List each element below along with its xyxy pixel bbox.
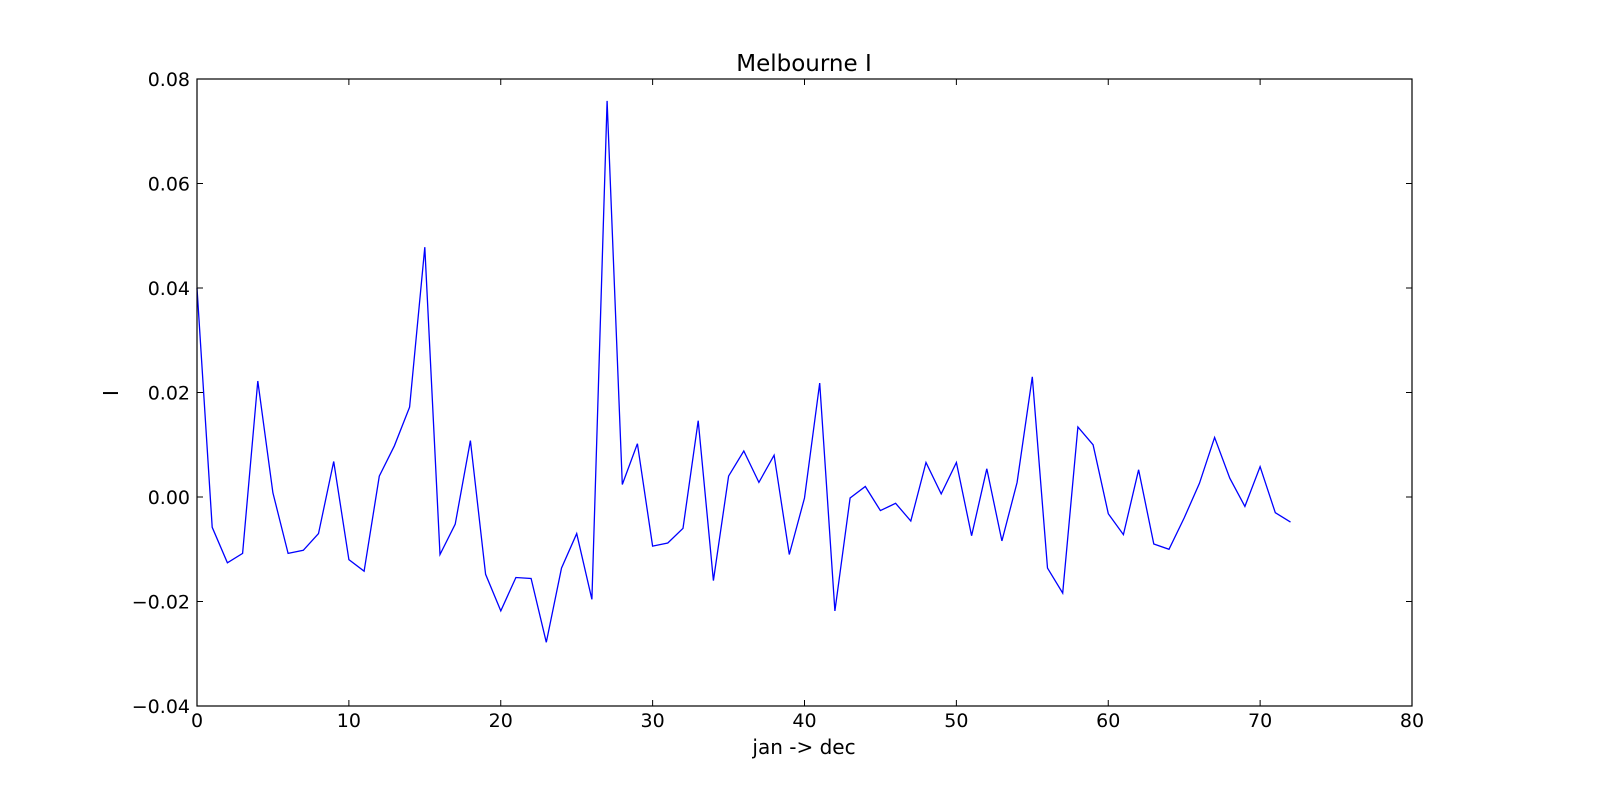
y-tick-label: 0.06 — [148, 174, 190, 196]
plot-area — [196, 100, 1291, 643]
series-line — [196, 100, 1291, 643]
x-tick-label: 40 — [792, 710, 816, 732]
y-tick-label: 0.08 — [148, 69, 190, 91]
chart-title: Melbourne I — [736, 51, 872, 77]
y-tick-label: −0.04 — [132, 696, 190, 718]
y-tick-label: −0.02 — [132, 592, 190, 614]
x-tick-label: 70 — [1248, 710, 1272, 732]
x-tick-label: 20 — [489, 710, 513, 732]
plot-frame — [196, 78, 1413, 707]
y-axis: −0.04 −0.02 0.00 0.02 0.04 0.06 0.08 — [132, 69, 1412, 718]
x-tick-label: 80 — [1400, 710, 1424, 732]
y-axis-label: I — [99, 390, 123, 396]
x-tick-label: 10 — [337, 710, 361, 732]
x-tick-label: 30 — [641, 710, 665, 732]
x-axis: 0 10 20 30 40 50 60 70 80 — [191, 79, 1424, 732]
y-tick-label: 0.02 — [148, 383, 190, 405]
x-tick-label: 60 — [1096, 710, 1120, 732]
x-tick-label: 0 — [191, 710, 203, 732]
y-tick-label: 0.04 — [148, 278, 190, 300]
y-tick-label: 0.00 — [148, 487, 190, 509]
x-tick-label: 50 — [944, 710, 968, 732]
x-axis-label: jan -> dec — [751, 735, 855, 759]
